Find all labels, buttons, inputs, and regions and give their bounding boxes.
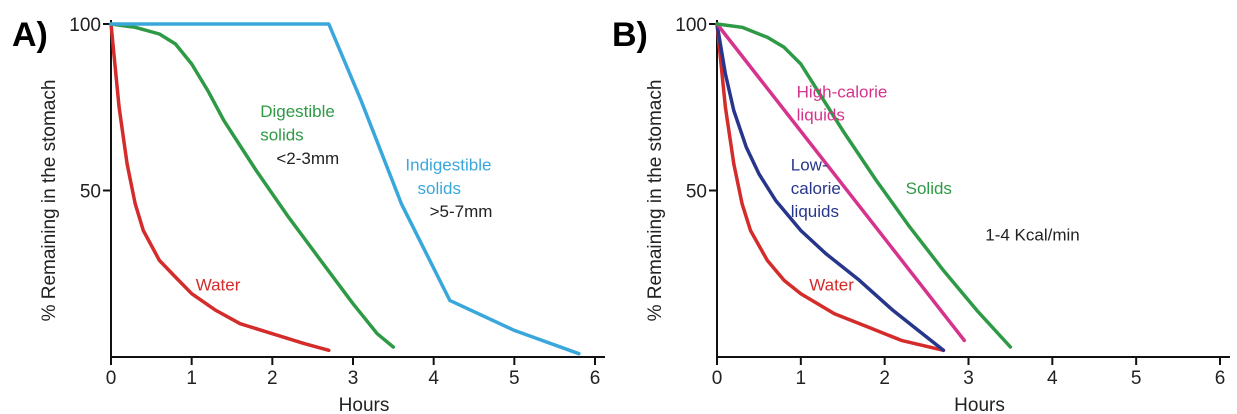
x-tick-label: 1 xyxy=(796,368,807,389)
series-line-water xyxy=(109,22,331,353)
y-axis-title: % Remaining in the stomach xyxy=(39,80,60,322)
panel-a: A) 50 100 0 1 2 3 4 5 6 Hours % Remaining in the st… xyxy=(12,15,605,414)
x-axis-title: Hours xyxy=(954,395,1005,414)
x-axis-title: Hours xyxy=(339,395,390,414)
annotation: Digestible xyxy=(260,102,335,121)
panel-b: B) 50 100 0 1 2 3 4 5 6 Hours % Remaining in the st… xyxy=(612,15,1230,414)
annotation: liquids xyxy=(797,106,845,125)
x-tick-label: 4 xyxy=(428,368,439,389)
panel-label: A) xyxy=(12,16,48,54)
y-tick-label: 100 xyxy=(69,15,101,36)
annotation: solids xyxy=(260,126,303,145)
x-tick-label: 5 xyxy=(1131,368,1142,389)
x-tick-label: 3 xyxy=(348,368,359,389)
series-line-indigestible-solids xyxy=(109,22,581,356)
series-line-high-calorie-liquids xyxy=(715,22,967,343)
annotation: <2-3mm xyxy=(276,149,339,168)
y-tick-label: 50 xyxy=(80,182,101,203)
x-tick-label: 3 xyxy=(963,368,974,389)
annotation: Indigestible xyxy=(405,156,491,175)
series-line-solids xyxy=(715,22,1013,349)
y-tick-label: 100 xyxy=(675,15,707,36)
panel-label: B) xyxy=(612,16,648,54)
annotation: Low- xyxy=(791,156,828,175)
annotation: >5-7mm xyxy=(430,202,493,221)
annotation: 1-4 Kcal/min xyxy=(985,225,1079,244)
series-line-low-calorie-liquids xyxy=(715,22,946,353)
y-tick-label: 50 xyxy=(686,182,707,203)
annotation: Solids xyxy=(906,179,952,198)
x-tick-label: 1 xyxy=(186,368,197,389)
x-tick-label: 0 xyxy=(106,368,117,389)
x-tick-label: 6 xyxy=(590,368,601,389)
x-tick-label: 2 xyxy=(879,368,890,389)
x-tick-label: 5 xyxy=(509,368,520,389)
x-tick-label: 0 xyxy=(712,368,723,389)
x-tick-label: 4 xyxy=(1047,368,1058,389)
annotation: Water xyxy=(809,275,854,294)
annotation: High-calorie xyxy=(797,82,888,101)
annotation: liquids xyxy=(791,202,839,221)
y-axis-title: % Remaining in the stomach xyxy=(645,80,666,322)
annotation: Water xyxy=(196,275,241,294)
x-tick-label: 2 xyxy=(267,368,278,389)
series-line-digestible-solids xyxy=(109,22,396,349)
x-tick-label: 6 xyxy=(1215,368,1226,389)
series-line-water xyxy=(715,22,946,353)
annotation: solids xyxy=(418,179,461,198)
annotation: calorie xyxy=(791,179,841,198)
